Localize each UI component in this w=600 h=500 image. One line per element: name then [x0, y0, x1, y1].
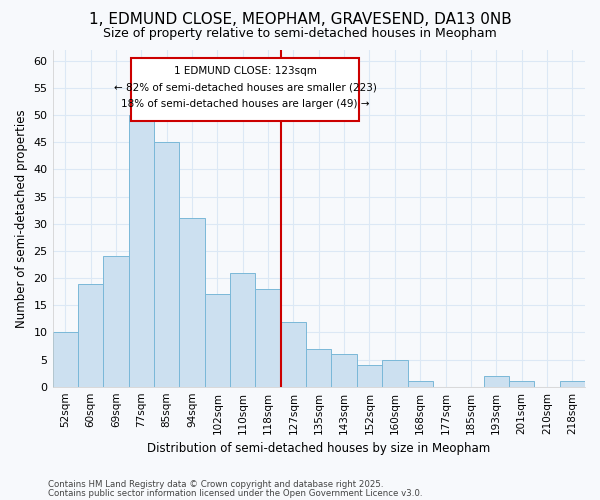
Bar	[357, 365, 382, 386]
Bar	[484, 376, 509, 386]
Text: Size of property relative to semi-detached houses in Meopham: Size of property relative to semi-detach…	[103, 28, 497, 40]
Bar	[331, 354, 357, 386]
X-axis label: Distribution of semi-detached houses by size in Meopham: Distribution of semi-detached houses by …	[147, 442, 490, 455]
Text: Contains HM Land Registry data © Crown copyright and database right 2025.: Contains HM Land Registry data © Crown c…	[48, 480, 383, 489]
Text: Contains public sector information licensed under the Open Government Licence v3: Contains public sector information licen…	[48, 488, 422, 498]
Bar	[205, 294, 230, 386]
Text: ← 82% of semi-detached houses are smaller (223): ← 82% of semi-detached houses are smalle…	[114, 82, 377, 92]
Bar	[306, 348, 331, 387]
Bar	[560, 382, 585, 386]
Bar	[128, 115, 154, 386]
Text: 1, EDMUND CLOSE, MEOPHAM, GRAVESEND, DA13 0NB: 1, EDMUND CLOSE, MEOPHAM, GRAVESEND, DA1…	[89, 12, 511, 28]
Bar	[154, 142, 179, 386]
Bar	[78, 284, 103, 387]
Bar	[382, 360, 407, 386]
Bar	[230, 272, 256, 386]
Bar	[281, 322, 306, 386]
Text: 1 EDMUND CLOSE: 123sqm: 1 EDMUND CLOSE: 123sqm	[174, 66, 317, 76]
Bar	[509, 382, 534, 386]
Bar	[103, 256, 128, 386]
Bar	[256, 289, 281, 386]
Text: 18% of semi-detached houses are larger (49) →: 18% of semi-detached houses are larger (…	[121, 99, 370, 109]
Bar	[53, 332, 78, 386]
Y-axis label: Number of semi-detached properties: Number of semi-detached properties	[15, 109, 28, 328]
FancyBboxPatch shape	[131, 58, 359, 120]
Bar	[407, 382, 433, 386]
Bar	[179, 218, 205, 386]
